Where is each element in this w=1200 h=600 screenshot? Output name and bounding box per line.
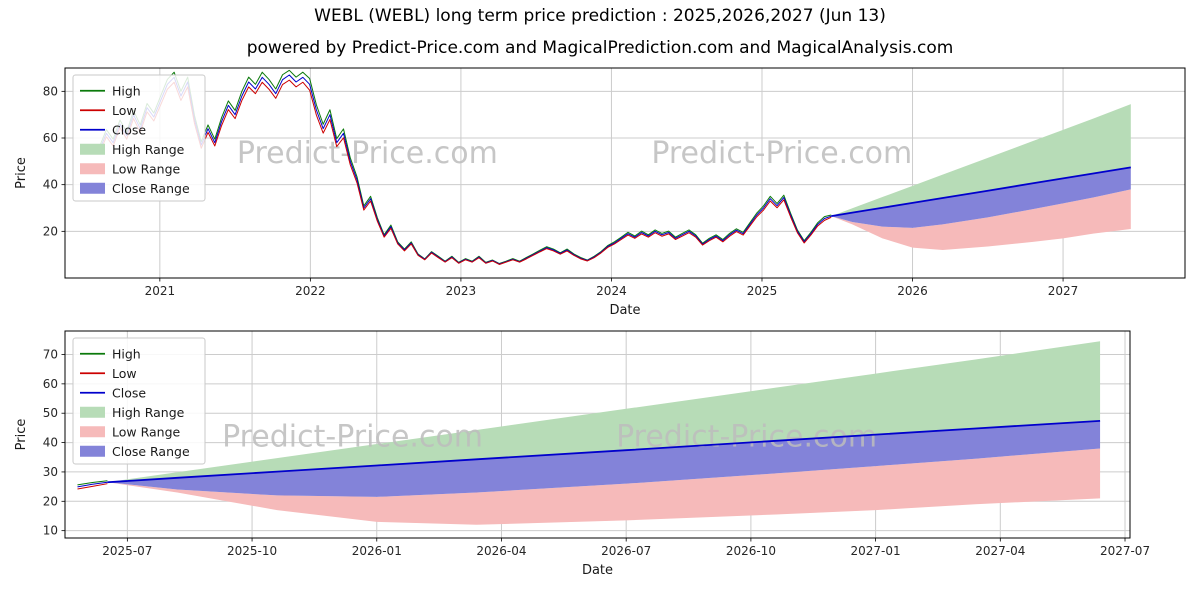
svg-text:20: 20	[43, 494, 58, 508]
svg-text:2026-04: 2026-04	[476, 544, 526, 558]
svg-text:80: 80	[43, 84, 58, 98]
svg-text:Predict-Price.com: Predict-Price.com	[222, 420, 483, 455]
svg-text:Date: Date	[609, 303, 640, 318]
svg-text:40: 40	[43, 178, 58, 192]
svg-text:2026-10: 2026-10	[726, 544, 776, 558]
svg-text:2027-04: 2027-04	[975, 544, 1025, 558]
chart-title: WEBL (WEBL) long term price prediction :…	[314, 6, 886, 26]
history-forecast-chart: Predict-Price.com Predict-Price.com 2021 20…	[14, 67, 1186, 318]
svg-text:Low: Low	[112, 366, 137, 381]
svg-text:20: 20	[43, 224, 58, 238]
svg-text:Predict-Price.com: Predict-Price.com	[237, 136, 498, 171]
svg-text:Close Range: Close Range	[112, 181, 190, 196]
svg-text:2027: 2027	[1048, 284, 1079, 298]
svg-text:High Range: High Range	[112, 405, 185, 420]
svg-text:2027-01: 2027-01	[851, 544, 901, 558]
svg-text:Price: Price	[14, 419, 29, 451]
svg-text:Close: Close	[112, 122, 146, 137]
svg-text:Date: Date	[582, 563, 613, 578]
svg-text:Low: Low	[112, 103, 137, 118]
forecast-detail-chart: Predict-Price.com Predict-Price.com2025-0…	[14, 330, 1150, 578]
svg-text:40: 40	[43, 436, 58, 450]
svg-text:2026-01: 2026-01	[352, 544, 402, 558]
svg-text:70: 70	[43, 347, 58, 361]
svg-text:Price: Price	[14, 157, 29, 189]
chart-subtitle: powered by Predict-Price.com and Magical…	[246, 38, 954, 58]
svg-text:2024: 2024	[596, 284, 627, 298]
svg-text:2025-07: 2025-07	[102, 544, 152, 558]
svg-text:10: 10	[43, 524, 58, 538]
svg-text:2026-07: 2026-07	[601, 544, 651, 558]
svg-text:60: 60	[43, 131, 58, 145]
svg-text:High: High	[112, 346, 141, 361]
svg-text:30: 30	[43, 465, 58, 479]
svg-text:2022: 2022	[295, 284, 326, 298]
svg-text:Close Range: Close Range	[112, 444, 190, 459]
svg-text:Low Range: Low Range	[112, 161, 181, 176]
svg-text:2023: 2023	[446, 284, 477, 298]
svg-text:Close: Close	[112, 385, 146, 400]
svg-text:Low Range: Low Range	[112, 424, 181, 439]
svg-text:50: 50	[43, 406, 58, 420]
svg-text:2026: 2026	[897, 284, 928, 298]
svg-text:2027-07: 2027-07	[1100, 544, 1150, 558]
svg-text:2025-10: 2025-10	[227, 544, 277, 558]
svg-text:2021: 2021	[145, 284, 176, 298]
svg-text:60: 60	[43, 377, 58, 391]
svg-text:2025: 2025	[747, 284, 778, 298]
svg-text:Predict-Price.com: Predict-Price.com	[651, 136, 912, 171]
svg-text:High Range: High Range	[112, 142, 185, 157]
svg-text:High: High	[112, 83, 141, 98]
